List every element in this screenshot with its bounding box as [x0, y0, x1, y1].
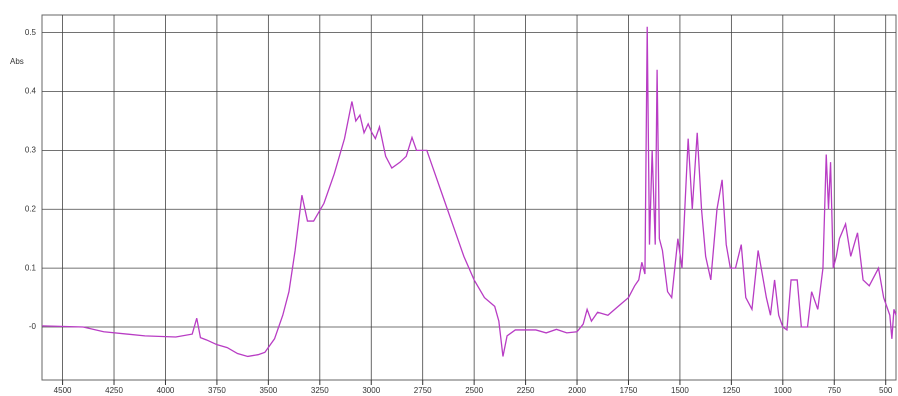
spectrum-line [41, 26, 897, 358]
y-tick-label: 0.5 [25, 28, 37, 37]
x-tick-label: 2250 [517, 386, 535, 395]
x-tick-label: 2750 [414, 386, 432, 395]
x-tick-label: 3250 [311, 386, 329, 395]
y-tick-label: 0.2 [25, 204, 37, 213]
y-tick-label: -0 [29, 322, 37, 331]
x-tick-label: 4500 [54, 386, 72, 395]
x-tick-label: 1000 [774, 386, 792, 395]
x-tick-label: 4000 [157, 386, 175, 395]
x-tick-label: 1500 [671, 386, 689, 395]
x-tick-label: 2000 [568, 386, 586, 395]
x-tick-label: 3000 [362, 386, 380, 395]
y-tick-label: 0.4 [25, 87, 37, 96]
x-tick-label: 750 [828, 386, 842, 395]
y-axis-label: Abs [10, 57, 24, 66]
y-tick-label: 0.3 [25, 146, 37, 155]
x-tick-label: 4250 [105, 386, 123, 395]
y-tick-label: 0.1 [25, 263, 37, 272]
x-tick-label: 3500 [259, 386, 277, 395]
x-tick-label: 1250 [722, 386, 740, 395]
x-tick-label: 500 [879, 386, 893, 395]
plot-frame [41, 14, 897, 381]
x-tick-label: 1750 [620, 386, 638, 395]
x-tick-label: 2500 [465, 386, 483, 395]
x-tick-label: 3750 [208, 386, 226, 395]
